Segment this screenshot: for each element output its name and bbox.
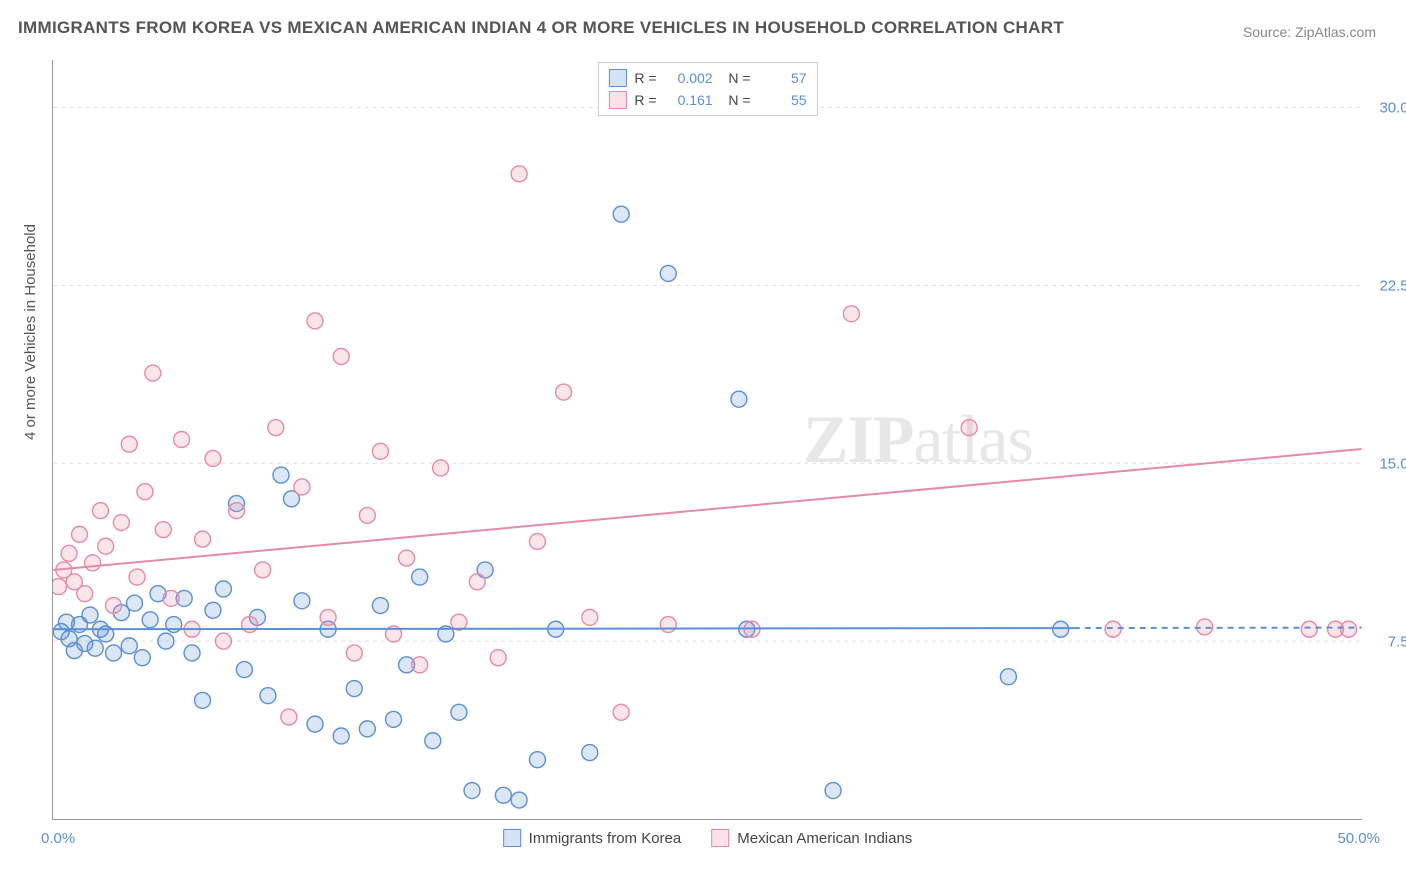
legend-swatch-0 xyxy=(608,69,626,87)
legend-series-item-0: Immigrants from Korea xyxy=(503,829,682,847)
stat-r-label: R = xyxy=(634,92,656,108)
legend-series-label-0: Immigrants from Korea xyxy=(529,830,682,847)
x-axis-min-label: 0.0% xyxy=(41,830,75,847)
stat-n-value-0: 57 xyxy=(759,70,807,86)
y-tick-label: 15.0% xyxy=(1379,455,1406,472)
stat-n-label: N = xyxy=(721,92,751,108)
stat-r-value-1: 0.161 xyxy=(665,92,713,108)
legend-swatch-1 xyxy=(608,91,626,109)
stat-r-label: R = xyxy=(634,70,656,86)
legend-swatch-bottom-1 xyxy=(711,829,729,847)
stat-r-value-0: 0.002 xyxy=(665,70,713,86)
stat-n-value-1: 55 xyxy=(759,92,807,108)
y-tick-label: 30.0% xyxy=(1379,99,1406,116)
legend-swatch-bottom-0 xyxy=(503,829,521,847)
x-axis-max-label: 50.0% xyxy=(1337,830,1380,847)
legend-series: Immigrants from Korea Mexican American I… xyxy=(503,829,913,847)
legend-stats-row-1: R = 0.161 N = 55 xyxy=(608,89,806,111)
legend-series-item-1: Mexican American Indians xyxy=(711,829,912,847)
y-tick-label: 7.5% xyxy=(1388,633,1406,650)
chart-plot-area: ZIPatlas R = 0.002 N = 57 R = 0.161 N = … xyxy=(52,60,1362,820)
chart-title: IMMIGRANTS FROM KOREA VS MEXICAN AMERICA… xyxy=(18,18,1064,38)
legend-stats-row-0: R = 0.002 N = 57 xyxy=(608,67,806,89)
stat-n-label: N = xyxy=(721,70,751,86)
y-tick-label: 22.5% xyxy=(1379,277,1406,294)
source-label: Source: ZipAtlas.com xyxy=(1243,24,1376,40)
scatter-svg xyxy=(53,60,1362,819)
legend-stats-box: R = 0.002 N = 57 R = 0.161 N = 55 xyxy=(597,62,817,116)
legend-series-label-1: Mexican American Indians xyxy=(737,830,912,847)
y-axis-title: 4 or more Vehicles in Household xyxy=(22,224,39,440)
